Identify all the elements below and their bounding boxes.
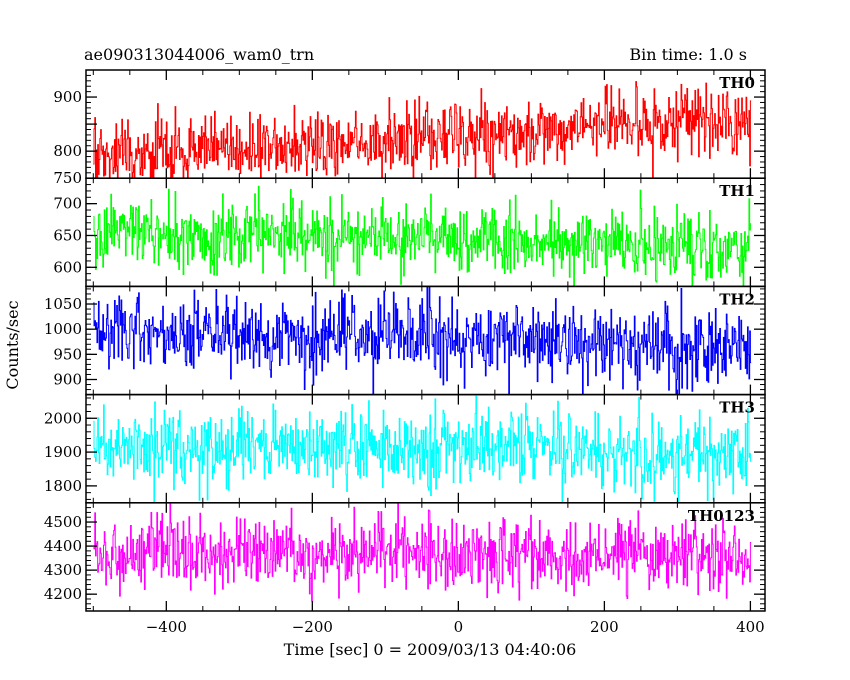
y-axis-title: Counts/sec xyxy=(3,300,22,389)
panel-th0: 750 800 900 TH0 xyxy=(53,69,766,187)
y-tick-label: 2000 xyxy=(44,409,82,427)
x-tick-label: −400 xyxy=(146,618,187,636)
x-tick-label: 400 xyxy=(736,618,765,636)
series-line-th2 xyxy=(93,286,752,395)
y-tick-label: 650 xyxy=(53,226,82,244)
y-tick-label: 4200 xyxy=(44,585,82,603)
panel-frame xyxy=(85,502,766,612)
y-tick-label: 4500 xyxy=(44,513,82,531)
x-axis-title: Time [sec] 0 = 2009/03/13 04:40:06 xyxy=(284,640,577,659)
panel-th1: 600 650 700 TH1 xyxy=(53,177,766,288)
y-tick-label: 900 xyxy=(53,371,82,389)
y-tick-label: 4300 xyxy=(44,561,82,579)
panel-th0123: 4200 4300 4400 4500 TH0123 xyxy=(44,502,766,612)
y-tick-label: 800 xyxy=(53,142,82,160)
x-tick-label: −200 xyxy=(292,618,333,636)
y-tick-label: 1050 xyxy=(44,295,82,313)
panel-name-label: TH0123 xyxy=(688,507,755,525)
series-line-th3 xyxy=(93,394,752,503)
panel-th2: 900 950 1000 1050 TH2 xyxy=(44,285,766,396)
panel-name-label: TH0 xyxy=(719,74,755,92)
y-tick-label: 4400 xyxy=(44,537,82,555)
panel-stack: 750 800 900 TH0 600 650 700 TH1 900 950 1000 1050 TH… xyxy=(44,69,766,612)
y-tick-label: 1800 xyxy=(44,477,82,495)
panel-name-label: TH2 xyxy=(719,290,755,308)
y-tick-label: 950 xyxy=(53,345,82,363)
y-tick-label: 1900 xyxy=(44,443,82,461)
series-line-th0123 xyxy=(93,502,752,602)
figure-title: ae090313044006_wam0_trn xyxy=(84,45,314,64)
y-tick-label: 750 xyxy=(53,169,82,187)
panel-th3: 1800 1900 2000 TH3 xyxy=(44,393,766,504)
x-tick-label: 200 xyxy=(590,618,619,636)
bin-time-label: Bin time: 1.0 s xyxy=(629,45,747,64)
x-axis-tick-labels: −400 −200 0 200 400 xyxy=(146,618,765,636)
series-line-th1 xyxy=(93,185,752,287)
panel-name-label: TH3 xyxy=(719,399,755,417)
y-tick-label: 700 xyxy=(53,195,82,213)
series-line-th0 xyxy=(93,81,752,179)
panel-name-label: TH1 xyxy=(719,182,755,200)
y-tick-label: 900 xyxy=(53,88,82,106)
y-tick-label: 600 xyxy=(53,258,82,276)
x-tick-label: 0 xyxy=(454,618,464,636)
y-tick-label: 1000 xyxy=(44,320,82,338)
